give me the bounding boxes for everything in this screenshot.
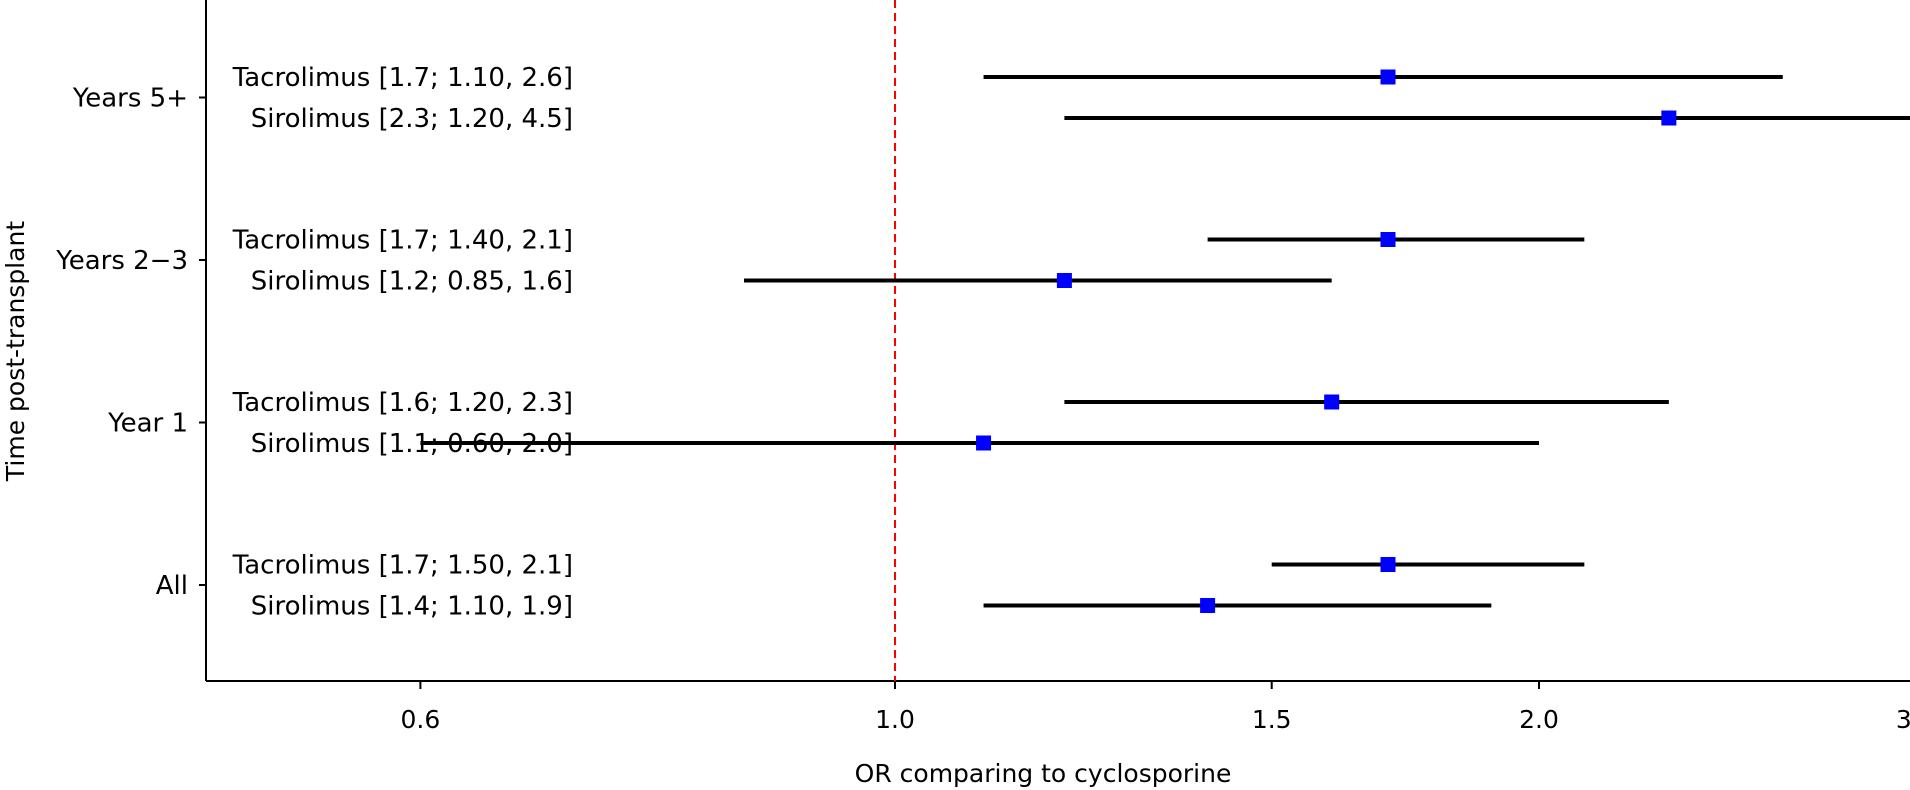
plot-area: 0.61.01.52.03.05.0Years 5+Tacrolimus [1.… [55, 0, 1910, 734]
x-axis-title: OR comparing to cyclosporine [855, 759, 1232, 788]
row-label: Tacrolimus [1.7; 1.10, 2.6] [232, 63, 573, 93]
x-tick-label: 2.0 [1519, 705, 1559, 734]
point-estimate-marker [1200, 598, 1216, 613]
group-label: Year 1 [107, 409, 188, 439]
point-estimate-marker [1056, 273, 1072, 288]
row-label: Sirolimus [1.2; 0.85, 1.6] [251, 267, 573, 297]
row-label: Tacrolimus [1.6; 1.20, 2.3] [232, 388, 573, 418]
point-estimate-marker [1380, 69, 1396, 85]
point-estimate-marker [1324, 394, 1340, 410]
point-estimate-marker [1380, 232, 1396, 247]
point-estimate-marker [1380, 557, 1396, 572]
group-label: Years 2−3 [55, 246, 188, 276]
x-tick-label: 3.0 [1896, 705, 1910, 734]
x-tick-label: 0.6 [401, 705, 441, 734]
group-label: All [156, 571, 188, 601]
row-label: Tacrolimus [1.7; 1.40, 2.1] [232, 226, 573, 256]
point-estimate-marker [976, 435, 992, 451]
x-tick-label: 1.0 [875, 705, 915, 734]
row-label: Sirolimus [1.4; 1.10, 1.9] [251, 592, 573, 622]
x-tick-label: 1.5 [1252, 705, 1292, 734]
y-axis-title: Time post-transplant [1, 221, 30, 482]
point-estimate-marker [1661, 110, 1677, 126]
group-label: Years 5+ [72, 84, 188, 114]
row-label: Tacrolimus [1.7; 1.50, 2.1] [232, 551, 573, 581]
row-label: Sirolimus [2.3; 1.20, 4.5] [251, 104, 573, 134]
